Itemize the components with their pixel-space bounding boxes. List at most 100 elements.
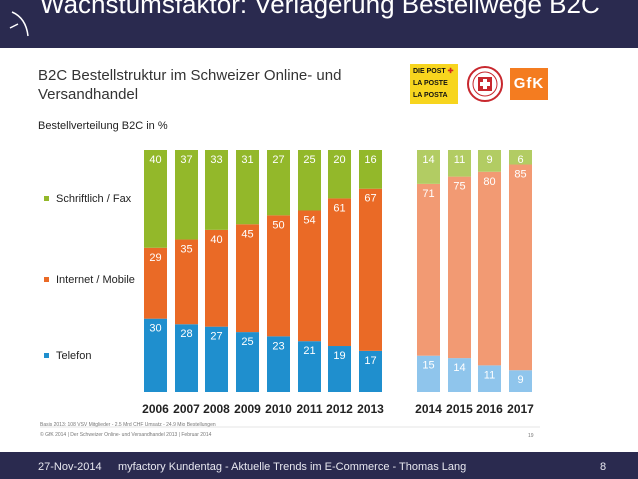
footer-page-number: 8 — [600, 461, 607, 473]
x-tick-label-2014: 2014 — [415, 402, 442, 416]
bar-telefon-2016 — [478, 365, 501, 392]
data-label-telefon-2016: 11 — [484, 369, 495, 381]
footer-text: myfactory Kundentag - Aktuelle Trends im… — [118, 461, 467, 473]
data-label-schriftlich-fax-2014: 14 — [422, 154, 434, 166]
slide-header: Wachstumsfaktor: Verlagerung Bestellwege… — [0, 0, 638, 48]
data-label-telefon-2014: 15 — [422, 360, 434, 372]
data-label-internet-mobile-2012: 61 — [333, 202, 345, 214]
bar-schriftlich-fax-2013 — [359, 150, 382, 189]
data-label-schriftlich-fax-2007: 37 — [180, 154, 192, 166]
bar-telefon-2012 — [328, 346, 351, 392]
data-label-telefon-2007: 28 — [180, 328, 192, 340]
bar-internet-mobile-2009 — [236, 224, 259, 333]
x-tick-label-2017: 2017 — [507, 402, 534, 416]
bar-schriftlich-fax-2009 — [236, 150, 259, 225]
data-label-internet-mobile-2016: 80 — [483, 176, 495, 188]
data-label-telefon-2008: 27 — [210, 331, 222, 343]
bar-telefon-2014 — [417, 355, 440, 392]
data-label-schriftlich-fax-2011: 25 — [303, 154, 315, 166]
data-label-telefon-2017: 9 — [517, 374, 523, 386]
x-tick-label-2016: 2016 — [476, 402, 503, 416]
bar-telefon-2008 — [205, 326, 228, 392]
bar-telefon-2006 — [144, 318, 167, 392]
bar-telefon-2017 — [509, 370, 532, 392]
data-label-internet-mobile-2009: 45 — [241, 228, 253, 240]
data-label-schriftlich-fax-2009: 31 — [241, 154, 253, 166]
footer-date: 27-Nov-2014 — [38, 461, 102, 473]
bar-schriftlich-fax-2012 — [328, 150, 351, 199]
bar-telefon-2013 — [359, 350, 382, 392]
bar-internet-mobile-2012 — [328, 198, 351, 347]
bar-schriftlich-fax-2016 — [478, 150, 501, 172]
data-label-telefon-2015: 14 — [453, 362, 465, 374]
post-logo-line-1: DIE POST — [413, 68, 446, 75]
post-logo-line-3: LA POSTA — [413, 92, 448, 99]
company-logo-icon — [9, 11, 29, 37]
data-label-schriftlich-fax-2008: 33 — [210, 154, 222, 166]
bar-schriftlich-fax-2017 — [509, 150, 532, 165]
bar-telefon-2007 — [175, 324, 198, 392]
data-label-internet-mobile-2011: 54 — [303, 215, 315, 227]
x-tick-label-2013: 2013 — [357, 402, 384, 416]
data-label-internet-mobile-2017: 85 — [514, 169, 526, 181]
data-label-internet-mobile-2015: 75 — [453, 181, 465, 193]
x-tick-label-2011: 2011 — [296, 402, 322, 416]
x-tick-label-2010: 2010 — [265, 402, 292, 416]
data-label-schriftlich-fax-2010: 27 — [272, 154, 284, 166]
legend-swatch-telefon — [44, 353, 49, 358]
bar-internet-mobile-2013 — [359, 188, 382, 351]
bar-internet-mobile-2006 — [144, 247, 167, 319]
bar-schriftlich-fax-2014 — [417, 150, 440, 184]
data-label-telefon-2010: 23 — [272, 340, 284, 352]
data-label-internet-mobile-2010: 50 — [272, 219, 284, 231]
footnote-source: © GfK 2014 | Der Schweizer Online- und V… — [40, 432, 212, 438]
data-label-schriftlich-fax-2012: 20 — [333, 154, 345, 166]
bar-schriftlich-fax-2007 — [175, 150, 198, 240]
data-label-telefon-2006: 30 — [149, 323, 161, 335]
vsv-seal-icon — [467, 66, 503, 102]
data-label-telefon-2011: 21 — [303, 345, 315, 357]
data-label-internet-mobile-2013: 67 — [364, 193, 376, 205]
data-label-telefon-2013: 17 — [364, 355, 376, 367]
bar-internet-mobile-2017 — [509, 164, 532, 371]
footnote-basis: Basis 2013: 108 VSV Mitglieder - 2.5 Mrd… — [40, 422, 216, 428]
data-label-schriftlich-fax-2017: 6 — [517, 154, 523, 166]
bar-schriftlich-fax-2010 — [267, 150, 290, 216]
axis-label: Bestellverteilung B2C in % — [38, 120, 168, 132]
data-label-schriftlich-fax-2016: 9 — [486, 154, 492, 166]
bar-telefon-2010 — [267, 336, 290, 392]
bar-schriftlich-fax-2011 — [298, 150, 321, 211]
chart-title: B2C Bestellstruktur im Schweizer Online-… — [38, 67, 342, 103]
bar-schriftlich-fax-2006 — [144, 150, 167, 248]
data-label-schriftlich-fax-2013: 16 — [364, 154, 376, 166]
swiss-post-logo: DIE POST ✚ LA POSTE LA POSTA — [410, 64, 458, 104]
x-tick-label-2009: 2009 — [234, 402, 261, 416]
slide-title: Wachstumsfaktor: Verlagerung Bestellwege… — [40, 0, 600, 19]
bar-schriftlich-fax-2008 — [205, 150, 228, 230]
bar-telefon-2011 — [298, 341, 321, 392]
legend-swatch-schriftlich-fax — [44, 196, 49, 201]
bar-internet-mobile-2014 — [417, 183, 440, 356]
x-tick-label-2008: 2008 — [203, 402, 230, 416]
post-logo-line-2: LA POSTE — [413, 80, 448, 87]
x-tick-label-2015: 2015 — [446, 402, 473, 416]
bar-internet-mobile-2015 — [448, 176, 471, 359]
footnote-page-number: 19 — [528, 433, 534, 439]
gfk-logo: GfK — [510, 68, 548, 100]
data-label-internet-mobile-2007: 35 — [180, 244, 192, 256]
legend-swatch-internet-mobile — [44, 277, 49, 282]
bar-internet-mobile-2010 — [267, 215, 290, 337]
data-label-telefon-2009: 25 — [241, 336, 253, 348]
data-label-schriftlich-fax-2006: 40 — [149, 154, 161, 166]
data-label-internet-mobile-2006: 29 — [149, 252, 161, 264]
data-label-internet-mobile-2014: 71 — [422, 188, 434, 200]
legend-label-schriftlich-fax: Schriftlich / Fax — [56, 193, 132, 205]
bar-internet-mobile-2016 — [478, 171, 501, 366]
data-label-telefon-2012: 19 — [333, 350, 345, 362]
stacked-bar-chart: 30 29 40 2006 28 35 37 2007 27 40 33 2008 25 45 31 2009… — [40, 150, 540, 428]
bar-schriftlich-fax-2015 — [448, 150, 471, 177]
bar-internet-mobile-2007 — [175, 239, 198, 325]
bar-internet-mobile-2008 — [205, 229, 228, 327]
x-tick-label-2012: 2012 — [326, 402, 353, 416]
bar-telefon-2015 — [448, 358, 471, 392]
